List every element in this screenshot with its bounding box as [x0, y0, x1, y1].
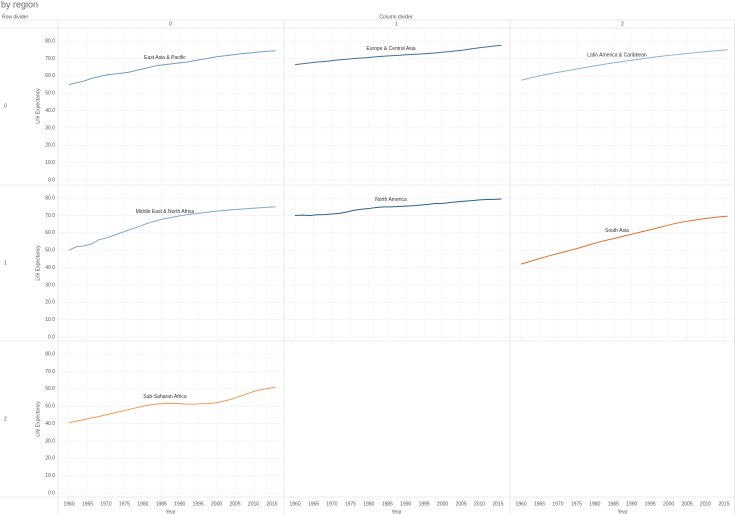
y-tick-label: 70.0: [45, 56, 55, 62]
x-tick-label: 1980: [137, 501, 148, 507]
series-label: South Asia: [605, 228, 629, 234]
x-tick-label: 1965: [82, 501, 93, 507]
series-line: [520, 215, 728, 265]
x-tick-label: 1990: [400, 501, 411, 507]
column-divider-label: Column divider: [379, 14, 413, 20]
x-tick-label: 1975: [119, 501, 130, 507]
x-tick-label: 2010: [474, 501, 485, 507]
x-axis-title: Year: [391, 509, 401, 514]
x-tick-label: 1995: [193, 501, 204, 507]
y-tick-label: 70.0: [45, 369, 55, 375]
y-tick-label: 80.0: [45, 38, 55, 44]
y-axis-title: Life Expectancy: [35, 401, 41, 437]
x-tick-label: 2015: [492, 501, 503, 507]
series-label: Europe & Central Asia: [366, 46, 415, 52]
x-tick-label: 1975: [571, 501, 582, 507]
y-tick-label: 30.0: [45, 438, 55, 444]
y-tick-label: 50.0: [45, 404, 55, 410]
y-tick-label: 0.0: [48, 490, 55, 496]
y-tick-label: 0.0: [48, 177, 55, 183]
series-line: [68, 50, 276, 86]
x-tick-label: 1980: [363, 501, 374, 507]
x-tick-label: 1985: [382, 501, 393, 507]
chart-title: by region: [1, 0, 38, 9]
y-tick-label: 80.0: [45, 351, 55, 357]
y-tick-label: 50.0: [45, 248, 55, 254]
y-tick-label: 60.0: [45, 230, 55, 236]
x-axis-title: Year: [165, 509, 175, 514]
series-label: Middle East & North Africa: [136, 209, 195, 215]
x-tick-label: 2015: [718, 501, 729, 507]
y-tick-label: 40.0: [45, 421, 55, 427]
y-tick-label: 20.0: [45, 143, 55, 149]
y-tick-label: 10.0: [45, 160, 55, 166]
column-header: 2: [621, 21, 624, 27]
y-tick-label: 0.0: [48, 334, 55, 340]
series-line: [295, 198, 502, 217]
x-axis-title: Year: [617, 509, 627, 514]
x-tick-label: 2005: [681, 501, 692, 507]
series-line: [295, 44, 502, 66]
x-tick-label: 1990: [626, 501, 637, 507]
x-tick-label: 1995: [645, 501, 656, 507]
series-line: [68, 206, 276, 251]
series-line: [68, 386, 276, 424]
y-tick-label: 40.0: [45, 265, 55, 271]
y-tick-label: 20.0: [45, 456, 55, 462]
x-tick-label: 1990: [174, 501, 185, 507]
row-header: 2: [4, 416, 7, 422]
y-tick-label: 60.0: [45, 73, 55, 79]
y-axis-title: Life Expectancy: [35, 245, 41, 281]
x-tick-label: 1980: [589, 501, 600, 507]
y-tick-label: 40.0: [45, 108, 55, 114]
column-header: 1: [395, 21, 398, 27]
series-label: North America: [375, 197, 407, 203]
y-tick-label: 60.0: [45, 386, 55, 392]
x-tick-label: 2000: [437, 501, 448, 507]
y-tick-label: 70.0: [45, 213, 55, 219]
y-tick-label: 20.0: [45, 300, 55, 306]
x-tick-label: 2005: [455, 501, 466, 507]
x-tick-label: 1985: [156, 501, 167, 507]
y-tick-label: 10.0: [45, 317, 55, 323]
y-tick-label: 10.0: [45, 473, 55, 479]
row-header: 0: [4, 103, 7, 109]
y-tick-label: 30.0: [45, 282, 55, 288]
x-tick-label: 2000: [663, 501, 674, 507]
row-header: 1: [4, 260, 7, 266]
x-tick-label: 2010: [700, 501, 711, 507]
x-tick-label: 1965: [534, 501, 545, 507]
x-tick-label: 1960: [64, 501, 75, 507]
x-tick-label: 2010: [248, 501, 259, 507]
y-tick-label: 80.0: [45, 195, 55, 201]
x-tick-label: 2000: [211, 501, 222, 507]
x-tick-label: 1975: [345, 501, 356, 507]
x-tick-label: 1970: [326, 501, 337, 507]
x-tick-label: 1965: [308, 501, 319, 507]
x-tick-label: 2005: [229, 501, 240, 507]
x-tick-label: 2015: [266, 501, 277, 507]
y-tick-label: 30.0: [45, 125, 55, 131]
series-line: [520, 49, 728, 81]
row-divider-label: Row divider: [2, 14, 28, 20]
x-tick-label: 1985: [608, 501, 619, 507]
series-label: Sub-Saharan Africa: [143, 394, 187, 400]
series-label: Latin America & Caribbean: [587, 53, 647, 59]
y-axis-title: Life Expectancy: [35, 88, 41, 124]
y-tick-label: 50.0: [45, 91, 55, 97]
series-label: East Asia & Pacific: [144, 55, 186, 61]
x-tick-label: 1960: [290, 501, 301, 507]
x-tick-label: 1970: [100, 501, 111, 507]
column-header: 0: [169, 21, 172, 27]
x-tick-label: 1995: [419, 501, 430, 507]
x-tick-label: 1960: [516, 501, 527, 507]
x-tick-label: 1970: [552, 501, 563, 507]
